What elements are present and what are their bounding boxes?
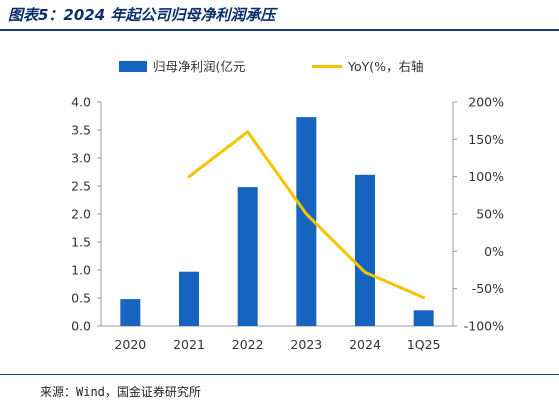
right-tick-label: 100% xyxy=(468,169,504,184)
left-tick-label: 4.0 xyxy=(71,95,91,110)
x-tick-label: 2023 xyxy=(290,337,322,352)
right-tick-label: -100% xyxy=(464,319,504,334)
left-tick-label: 0.0 xyxy=(71,319,91,334)
legend-line-label: YoY(%，右轴 xyxy=(347,59,424,74)
yoy-point xyxy=(187,175,191,179)
legend-bar-swatch xyxy=(119,61,147,72)
left-tick-label: 1.0 xyxy=(71,263,91,278)
yoy-point xyxy=(246,130,250,134)
profit-bar xyxy=(179,271,199,326)
left-tick-label: 1.5 xyxy=(71,235,91,250)
yoy-point xyxy=(422,296,426,300)
source-note: 来源：Wind，国金证券研究所 xyxy=(40,385,201,399)
profit-bar xyxy=(355,174,375,326)
left-tick-label: 0.5 xyxy=(71,291,91,306)
x-tick-label: 1Q25 xyxy=(407,337,441,352)
yoy-line xyxy=(187,130,426,300)
profit-bar xyxy=(413,310,434,326)
yoy-point xyxy=(363,270,367,274)
title-rule xyxy=(0,29,559,31)
x-tick-label: 2021 xyxy=(173,337,205,352)
profit-bar xyxy=(296,117,317,327)
source-rule xyxy=(0,374,559,375)
axis-labels: 0.0 0.5 1.0 1.5 2.0 2.5 3.0 3.5 4.0 -100% -50% 0% 50… xyxy=(71,95,504,353)
yoy-point xyxy=(304,212,308,216)
right-tick-label: 200% xyxy=(468,95,504,110)
right-tick-label: 150% xyxy=(468,132,504,147)
legend: 归母净利润(亿元 YoY(%，右轴 xyxy=(119,59,424,74)
legend-bar-label: 归母净利润(亿元 xyxy=(153,59,245,74)
left-tick-label: 3.5 xyxy=(71,123,91,138)
right-tick-label: -50% xyxy=(472,281,504,296)
right-tick-label: 50% xyxy=(476,207,504,222)
x-tick-label: 2022 xyxy=(232,337,264,352)
profit-bar xyxy=(237,187,258,326)
x-tick-label: 2024 xyxy=(349,337,381,352)
x-tick-label: 2020 xyxy=(114,337,146,352)
figure-title: 图表5：2024 年起公司归母净利润承压 xyxy=(8,6,276,24)
profit-bar xyxy=(120,299,141,326)
left-tick-label: 3.0 xyxy=(71,151,91,166)
left-tick-label: 2.0 xyxy=(71,207,91,222)
right-tick-label: 0% xyxy=(484,244,504,259)
left-tick-label: 2.5 xyxy=(71,179,91,194)
axes xyxy=(97,101,457,327)
bars xyxy=(120,117,434,327)
